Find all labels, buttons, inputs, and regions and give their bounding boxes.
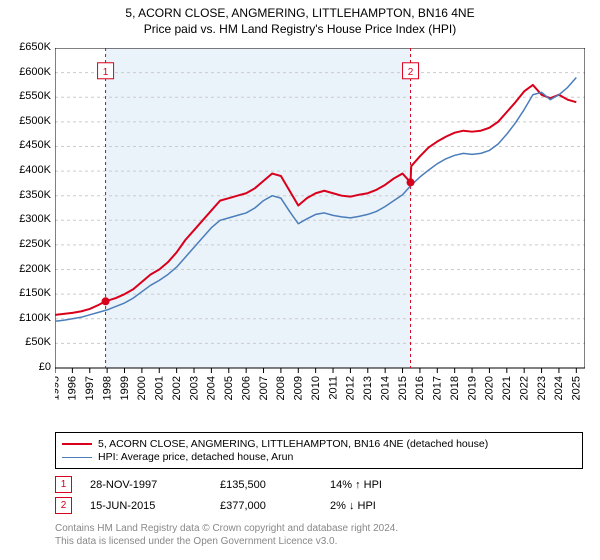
y-tick-label: £250K xyxy=(1,238,51,250)
y-tick-label: £450K xyxy=(1,139,51,151)
marker-badge-1: 1 xyxy=(55,476,72,493)
y-tick-label: £0 xyxy=(1,361,51,373)
chart-svg: 1 2 1995 1996 1997 1998 1999 2000 2001 2002 2003 20… xyxy=(55,48,585,408)
marker-date-2: 15-JUN-2015 xyxy=(90,500,220,512)
marker-price-1: £135,500 xyxy=(220,479,330,491)
title-address: 5, ACORN CLOSE, ANGMERING, LITTLEHAMPTON… xyxy=(0,6,600,20)
marker-delta-2: 2% ↓ HPI xyxy=(330,500,440,512)
svg-text:2016: 2016 xyxy=(414,376,426,400)
svg-text:1997: 1997 xyxy=(84,376,96,400)
svg-text:2017: 2017 xyxy=(432,376,444,400)
svg-text:2001: 2001 xyxy=(154,376,166,400)
svg-text:1999: 1999 xyxy=(119,376,131,400)
legend-row-series2: HPI: Average price, detached house, Arun xyxy=(62,451,576,463)
footer-attribution: Contains HM Land Registry data © Crown c… xyxy=(55,522,398,548)
y-tick-label: £550K xyxy=(1,90,51,102)
svg-text:2002: 2002 xyxy=(171,376,183,400)
svg-text:2012: 2012 xyxy=(345,376,357,400)
svg-text:2010: 2010 xyxy=(310,376,322,400)
svg-text:2004: 2004 xyxy=(206,376,218,400)
y-tick-label: £150K xyxy=(1,287,51,299)
chart-container: 5, ACORN CLOSE, ANGMERING, LITTLEHAMPTON… xyxy=(0,0,600,560)
legend-label-2: HPI: Average price, detached house, Arun xyxy=(98,451,293,463)
marker-date-1: 28-NOV-1997 xyxy=(90,479,220,491)
footer-line1: Contains HM Land Registry data © Crown c… xyxy=(55,522,398,535)
title-block: 5, ACORN CLOSE, ANGMERING, LITTLEHAMPTON… xyxy=(0,0,600,36)
legend-swatch-1 xyxy=(62,443,92,445)
svg-text:2018: 2018 xyxy=(449,376,461,400)
marker-row-1: 1 28-NOV-1997 £135,500 14% ↑ HPI xyxy=(55,476,440,493)
svg-text:2009: 2009 xyxy=(293,376,305,400)
svg-text:2022: 2022 xyxy=(518,376,530,400)
marker-table: 1 28-NOV-1997 £135,500 14% ↑ HPI 2 15-JU… xyxy=(55,472,440,518)
y-tick-label: £400K xyxy=(1,164,51,176)
svg-text:2015: 2015 xyxy=(397,376,409,400)
svg-text:2013: 2013 xyxy=(362,376,374,400)
y-tick-label: £650K xyxy=(1,41,51,53)
svg-text:2006: 2006 xyxy=(240,376,252,400)
marker-row-2: 2 15-JUN-2015 £377,000 2% ↓ HPI xyxy=(55,497,440,514)
y-tick-label: £50K xyxy=(1,336,51,348)
legend-box: 5, ACORN CLOSE, ANGMERING, LITTLEHAMPTON… xyxy=(55,432,583,469)
svg-text:2: 2 xyxy=(408,67,414,78)
svg-text:2024: 2024 xyxy=(553,376,565,400)
svg-text:2003: 2003 xyxy=(188,376,200,400)
legend-label-1: 5, ACORN CLOSE, ANGMERING, LITTLEHAMPTON… xyxy=(98,438,488,450)
title-subtitle: Price paid vs. HM Land Registry's House … xyxy=(0,22,600,36)
svg-text:2014: 2014 xyxy=(379,376,391,400)
y-tick-label: £100K xyxy=(1,312,51,324)
svg-text:2021: 2021 xyxy=(501,376,513,400)
y-tick-label: £600K xyxy=(1,66,51,78)
svg-text:2011: 2011 xyxy=(327,376,339,400)
marker-delta-1: 14% ↑ HPI xyxy=(330,479,440,491)
svg-text:1: 1 xyxy=(103,67,109,78)
legend-row-series1: 5, ACORN CLOSE, ANGMERING, LITTLEHAMPTON… xyxy=(62,438,576,450)
svg-text:1995: 1995 xyxy=(55,376,61,400)
svg-text:2007: 2007 xyxy=(258,376,270,400)
legend-swatch-2 xyxy=(62,457,92,458)
svg-text:1998: 1998 xyxy=(101,376,113,400)
svg-text:2023: 2023 xyxy=(536,376,548,400)
svg-text:2025: 2025 xyxy=(571,376,583,400)
y-tick-label: £300K xyxy=(1,213,51,225)
svg-text:2008: 2008 xyxy=(275,376,287,400)
y-tick-label: £500K xyxy=(1,115,51,127)
y-tick-label: £200K xyxy=(1,263,51,275)
footer-line2: This data is licensed under the Open Gov… xyxy=(55,535,398,548)
svg-text:1996: 1996 xyxy=(67,376,79,400)
svg-text:2005: 2005 xyxy=(223,376,235,400)
y-tick-label: £350K xyxy=(1,189,51,201)
chart-area: 1 2 1995 1996 1997 1998 1999 2000 2001 2002 2003 20… xyxy=(55,48,585,408)
marker-badge-2: 2 xyxy=(55,497,72,514)
svg-text:2000: 2000 xyxy=(136,376,148,400)
marker-price-2: £377,000 xyxy=(220,500,330,512)
svg-text:2019: 2019 xyxy=(466,376,478,400)
svg-text:2020: 2020 xyxy=(484,376,496,400)
